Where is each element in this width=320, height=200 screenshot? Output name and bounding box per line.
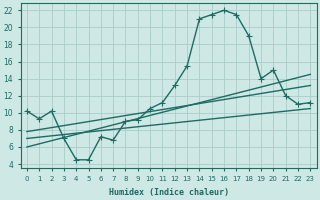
X-axis label: Humidex (Indice chaleur): Humidex (Indice chaleur) xyxy=(108,188,228,197)
